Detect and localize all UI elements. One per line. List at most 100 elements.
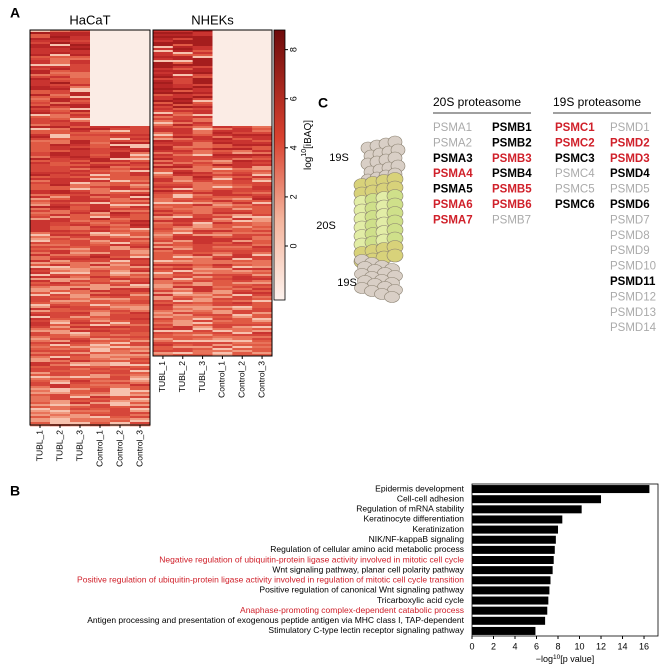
heatmap-cell [90,166,111,169]
heatmap-cell [110,332,131,335]
heatmap-cell [192,128,213,131]
heatmap-cell [50,312,71,315]
heatmap-cell [70,62,91,65]
heatmap-cell [153,246,174,249]
heatmap-cell [212,36,233,39]
heatmap-cell [212,254,233,257]
heatmap-cell [192,264,213,267]
heatmap-cell [130,322,151,325]
heatmap-cell [110,126,131,129]
heatmap-cell [130,102,151,105]
heatmap-cell [192,138,213,141]
heatmap-cell [90,422,111,425]
heatmap-cell [192,50,213,53]
heatmap-cell [90,194,111,197]
heatmap-cell [130,138,151,141]
heatmap-cell [153,102,174,105]
heatmap-cell [50,92,71,95]
text-part: 10 [301,149,308,157]
heatmap-cell [192,282,213,285]
heatmap-cell [90,188,111,191]
heatmap-cell [70,276,91,279]
heatmap-cell [50,136,71,139]
heatmap-cell [110,262,131,265]
heatmap-cell [50,388,71,391]
heatmap-cell [252,286,273,289]
heatmap-cell [130,296,151,299]
heatmap-cell [130,128,151,131]
heatmap-cell [90,72,111,75]
heatmap-cell [192,104,213,107]
heatmap-cell [232,234,253,237]
heatmap-cell [172,318,193,321]
heatmap-cell [252,334,273,337]
heatmap-cell [90,218,111,221]
heatmap-cell [70,112,91,115]
heatmap-cell [50,316,71,319]
heatmap-cell [130,236,151,239]
subunit-name: PSMD6 [610,199,650,211]
heatmap-cell [252,214,273,217]
heatmap-cell [70,240,91,243]
heatmap-cell [110,46,131,49]
heatmap-cell [110,76,131,79]
heatmap-cell [90,124,111,127]
heatmap-cell [192,72,213,75]
heatmap-cell [70,342,91,345]
heatmap-cell [50,322,71,325]
heatmap-cell [70,102,91,105]
heatmap-cell [70,218,91,221]
heatmap-cell [70,38,91,41]
heatmap-cell [192,190,213,193]
heatmap-cell [172,124,193,127]
heatmap-cell [252,264,273,267]
heatmap-cell [30,54,51,57]
heatmap-cell [153,290,174,293]
heatmap-cell [212,320,233,323]
heatmap-cell [130,158,151,161]
heatmap-cell [172,298,193,301]
heatmap-cell [90,34,111,37]
heatmap-cell [153,30,174,33]
heatmap-cell [172,332,193,335]
heatmap-cell [172,142,193,145]
heatmap-cell [50,260,71,263]
heatmap-cell [30,218,51,221]
heatmap-cell [110,330,131,333]
heatmap-cell [130,110,151,113]
heatmap-cell [252,92,273,95]
heatmap-cell [232,230,253,233]
heatmap-cell [90,122,111,125]
heatmap-cell [252,274,273,277]
heatmap-cell [70,188,91,191]
heatmap-cell [70,370,91,373]
heatmap-cell [252,170,273,173]
heatmap-cell [130,320,151,323]
heatmap-cell [153,178,174,181]
heatmap-cell [70,384,91,387]
heatmap-cell [70,68,91,71]
heatmap-cell [232,48,253,51]
heatmap-cell [232,96,253,99]
heatmap-cell [50,70,71,73]
heatmap-cell [130,348,151,351]
heatmap-cell [90,120,111,123]
heatmap-cell [252,216,273,219]
heatmap-cell [70,256,91,259]
heatmap-cell [172,46,193,49]
heatmap-cell [232,74,253,77]
heatmap-cell [172,324,193,327]
heatmap-cell [110,86,131,89]
heatmap-cell [30,340,51,343]
subunit-name: PSMD9 [610,245,650,257]
heatmap-cell [90,262,111,265]
heatmap-cell [130,390,151,393]
subunit-name: PSMD14 [610,322,657,334]
heatmap-cell [90,202,111,205]
heatmap-cell [90,52,111,55]
category-label: Positive regulation of canonical Wnt sig… [259,585,464,595]
heatmap-cell [70,178,91,181]
heatmap-cell [110,258,131,261]
heatmap-cell [90,180,111,183]
heatmap-cell [130,126,151,129]
